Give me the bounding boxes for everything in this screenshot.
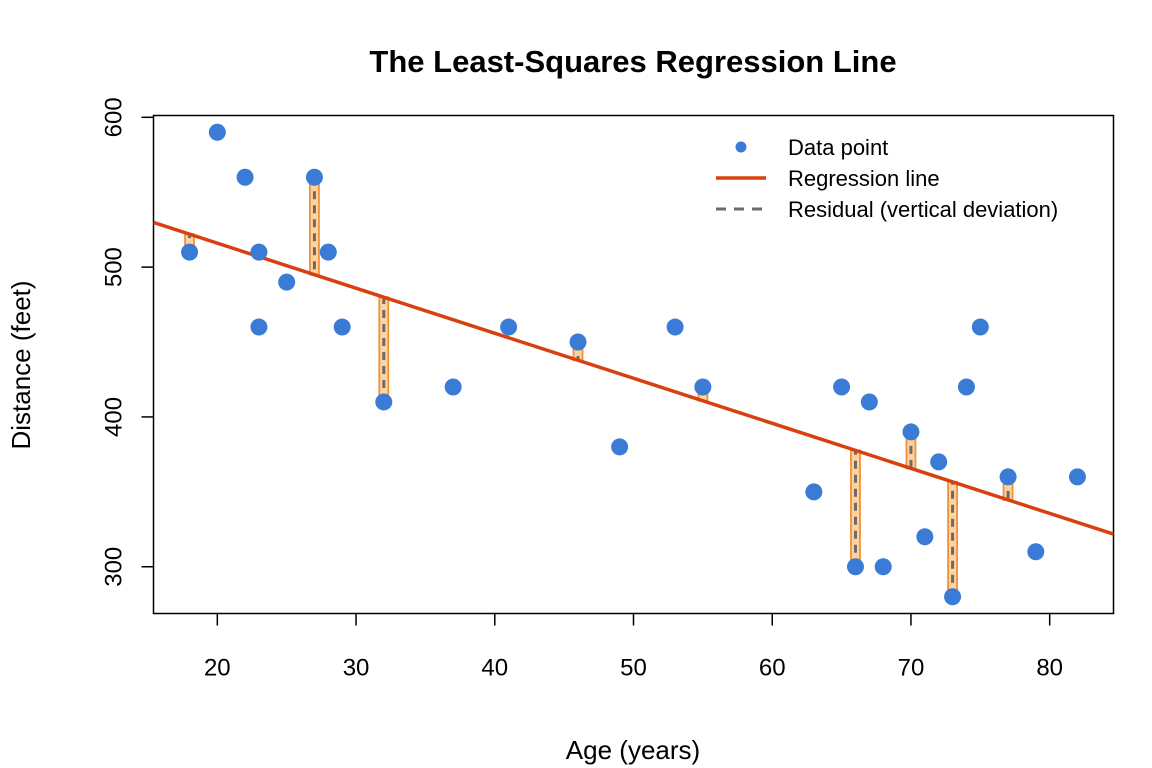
x-tick-label: 80 [1036,655,1063,682]
data-point [833,378,851,396]
data-point [860,393,878,411]
plot-area-frame [152,114,1115,615]
data-point [999,468,1017,486]
x-tick-label: 60 [759,655,786,682]
x-tick-label: 50 [620,655,647,682]
data-point [319,243,337,261]
data-point [333,318,351,336]
data-point [805,483,823,501]
data-point [569,333,587,351]
legend-marker-data-point [735,141,747,153]
data-points-layer [181,123,1086,606]
regression-line [153,220,1114,536]
x-tick-label: 20 [204,655,231,682]
data-point [944,588,962,606]
data-point [930,453,948,471]
residuals-layer [184,176,1014,598]
data-point [444,378,462,396]
x-axis: 20 30 40 50 60 70 80 [204,613,1063,682]
data-point [916,528,934,546]
legend-label-regression-line: Regression line [788,166,940,191]
y-tick-label: 300 [101,547,128,587]
y-axis: 300 400 500 600 [101,97,154,587]
data-point [874,558,892,576]
data-point [500,318,518,336]
data-point [846,558,864,576]
x-tick-label: 70 [898,655,925,682]
legend-label-data-point: Data point [788,135,888,160]
legend: Data point Regression line Residual (ver… [716,135,1058,222]
data-point [611,438,629,456]
data-point [305,168,323,186]
data-point [278,273,296,291]
data-point [971,318,989,336]
chart-title: The Least-Squares Regression Line [369,44,896,79]
legend-label-residual: Residual (vertical deviation) [788,197,1058,222]
data-point [236,168,254,186]
x-tick-label: 40 [481,655,508,682]
data-point [902,423,920,441]
data-point [694,378,712,396]
data-point [957,378,975,396]
data-point [1027,543,1045,561]
data-point [181,243,199,261]
y-tick-label: 400 [101,397,128,437]
data-point [1068,468,1086,486]
x-tick-label: 30 [343,655,370,682]
data-point [666,318,684,336]
x-axis-title: Age (years) [566,735,700,765]
data-point [208,123,226,141]
data-point [375,393,393,411]
data-point [250,243,268,261]
y-tick-label: 600 [101,97,128,137]
data-point [250,318,268,336]
y-axis-title: Distance (feet) [6,280,36,449]
y-tick-label: 500 [101,247,128,287]
